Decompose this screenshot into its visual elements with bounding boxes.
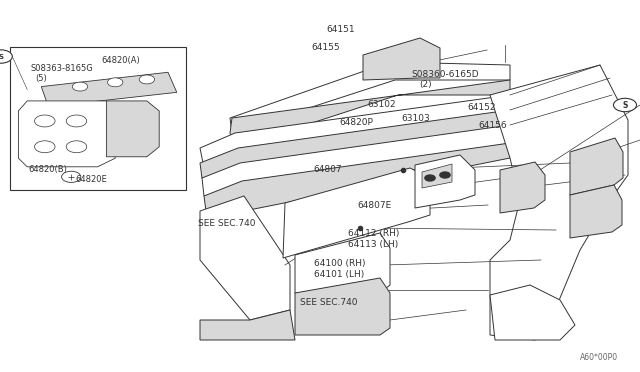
- Polygon shape: [230, 80, 510, 148]
- Text: 64101 (LH): 64101 (LH): [314, 270, 364, 279]
- Text: 64820E: 64820E: [76, 175, 108, 184]
- Polygon shape: [202, 125, 510, 196]
- Circle shape: [35, 115, 55, 127]
- Polygon shape: [295, 233, 390, 293]
- Circle shape: [614, 98, 637, 112]
- Polygon shape: [41, 72, 177, 107]
- Polygon shape: [295, 278, 390, 335]
- Polygon shape: [230, 62, 510, 133]
- Circle shape: [61, 171, 81, 182]
- Circle shape: [425, 175, 435, 181]
- Circle shape: [440, 172, 450, 178]
- Text: 64820(B): 64820(B): [29, 165, 68, 174]
- Text: SEE SEC.740: SEE SEC.740: [198, 219, 256, 228]
- Text: 64151: 64151: [326, 25, 355, 34]
- Text: 64113 (LH): 64113 (LH): [348, 240, 398, 249]
- Text: S: S: [622, 100, 628, 109]
- Text: (2): (2): [419, 80, 432, 89]
- Text: 63102: 63102: [367, 100, 396, 109]
- Circle shape: [67, 115, 87, 127]
- Circle shape: [72, 82, 88, 91]
- Polygon shape: [19, 101, 115, 167]
- Polygon shape: [106, 101, 159, 157]
- Polygon shape: [570, 138, 623, 195]
- Text: S: S: [0, 54, 3, 60]
- Polygon shape: [415, 155, 475, 208]
- Text: 64156: 64156: [479, 121, 508, 130]
- Polygon shape: [200, 310, 295, 340]
- Polygon shape: [200, 196, 290, 320]
- Circle shape: [108, 78, 123, 87]
- Polygon shape: [422, 164, 452, 188]
- Circle shape: [0, 50, 12, 63]
- Polygon shape: [500, 162, 545, 213]
- Polygon shape: [200, 95, 510, 163]
- Text: (5): (5): [35, 74, 47, 83]
- Circle shape: [67, 141, 87, 153]
- Text: SEE SEC.740: SEE SEC.740: [300, 298, 357, 307]
- Text: 64100 (RH): 64100 (RH): [314, 259, 365, 268]
- Polygon shape: [204, 143, 510, 211]
- Polygon shape: [490, 65, 628, 340]
- Text: S08363-8165G: S08363-8165G: [30, 64, 93, 73]
- Polygon shape: [570, 185, 622, 238]
- Circle shape: [35, 141, 55, 153]
- Text: 63103: 63103: [401, 114, 430, 123]
- Text: 64820(A): 64820(A): [101, 56, 140, 65]
- Circle shape: [140, 75, 155, 84]
- Bar: [10, 46, 186, 190]
- Text: 64112 (RH): 64112 (RH): [348, 229, 399, 238]
- Polygon shape: [200, 110, 510, 178]
- Text: 64152: 64152: [467, 103, 496, 112]
- Text: 64807E: 64807E: [357, 201, 392, 210]
- Text: A60*00P0: A60*00P0: [579, 353, 618, 362]
- Polygon shape: [283, 168, 430, 258]
- Text: S08360-6165D: S08360-6165D: [411, 70, 479, 79]
- Text: 64820P: 64820P: [339, 118, 373, 127]
- Text: 64807: 64807: [314, 165, 342, 174]
- Text: 64155: 64155: [312, 43, 340, 52]
- Polygon shape: [363, 38, 440, 80]
- Polygon shape: [490, 285, 575, 340]
